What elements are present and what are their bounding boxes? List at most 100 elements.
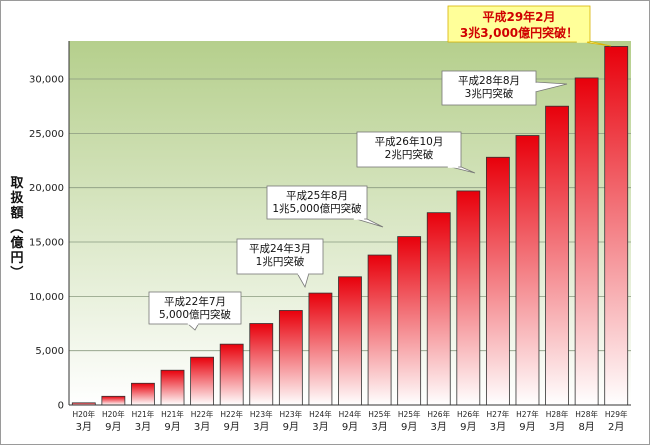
y-tick-label: 10,000: [29, 292, 64, 303]
x-tick-year: H24年: [309, 409, 332, 419]
x-tick-year: H25年: [368, 409, 391, 419]
x-tick-year: H26年: [457, 409, 480, 419]
x-tick-month: 9月: [283, 421, 299, 433]
bar: [545, 105, 569, 406]
x-tick-month: 9月: [105, 421, 121, 433]
x-tick-year: H21年: [132, 409, 155, 419]
bar: [456, 190, 481, 406]
y-axis-label-char: 円: [10, 251, 23, 266]
y-axis-label: 取扱額（ 億円）: [8, 176, 24, 279]
x-tick-year: H29年: [605, 409, 628, 419]
bar: [485, 156, 510, 406]
bar: [426, 212, 451, 406]
x-tick-year: H26年: [427, 409, 450, 419]
callout-text: 平成25年8月: [286, 189, 348, 202]
callout-box: [266, 185, 368, 220]
y-tick-label: 5,000: [35, 346, 64, 357]
x-tick-month: 9月: [342, 421, 358, 433]
bars: [71, 46, 629, 406]
y-axis-label-char: 扱: [10, 190, 24, 206]
x-tick-month: 3月: [76, 421, 92, 433]
callout-box: [356, 131, 462, 168]
x-tick-year: H21年: [161, 409, 184, 419]
bar: [131, 382, 155, 406]
x-tick-year: H20年: [72, 409, 95, 419]
callout-text: 1兆円突破: [256, 255, 305, 268]
x-tick-labels: H20年 3月 H20年 9月 H21年 3月 H21年 9月 H22年 3月 H22年 9月 H23年…: [72, 409, 628, 433]
bar: [397, 236, 422, 406]
callout-box: [148, 291, 242, 325]
annotations: 平成22年7月5,000億円突破平成24年3月1兆円突破平成25年8月1兆5,0…: [148, 5, 612, 331]
x-tick-year: H20年: [102, 409, 125, 419]
y-tick-label: 15,000: [29, 238, 64, 249]
y-tick-label: 20,000: [29, 183, 64, 194]
x-tick-month: 3月: [253, 421, 269, 433]
axes: [68, 41, 631, 406]
x-tick-year: H23年: [279, 409, 302, 419]
x-tick-month: 3月: [371, 421, 387, 433]
callout-text: 3兆円突破: [465, 87, 514, 100]
callout-text: 平成26年10月: [375, 135, 444, 148]
x-tick-year: H28年: [575, 409, 598, 419]
y-tick-labels: 0 5,000 10,000 15,000 20,000 25,000 30,000: [29, 75, 64, 412]
bar: [367, 254, 392, 406]
bar: [515, 135, 540, 406]
bar: [604, 46, 629, 406]
x-tick-month: 3月: [431, 421, 447, 433]
bar: [160, 369, 185, 406]
callout-box: [236, 238, 324, 275]
callout-text: 1兆5,000億円突破: [272, 202, 362, 215]
y-tick-label: 25,000: [29, 129, 64, 140]
x-tick-year: H25年: [398, 409, 421, 419]
y-axis-label-char: 額: [9, 205, 23, 221]
x-tick-month: 8月: [578, 421, 594, 433]
callout-text: 平成22年7月: [164, 295, 226, 308]
x-tick-year: H22年: [191, 409, 214, 419]
y-axis-label-char: 億: [10, 235, 23, 251]
callout-text: 5,000億円突破: [159, 308, 232, 321]
x-tick-year: H22年: [220, 409, 243, 419]
x-tick-year: H28年: [546, 409, 569, 419]
callout-text: 平成24年3月: [249, 242, 311, 255]
callout-text: 2兆円突破: [385, 148, 434, 161]
y-tick-label: 30,000: [29, 75, 64, 86]
bar: [338, 276, 362, 406]
x-tick-month: 9月: [164, 421, 180, 433]
callout-box: [447, 5, 591, 43]
x-tick-month: 3月: [490, 421, 506, 433]
callout-text: 平成29年2月: [482, 9, 555, 24]
callout-text: 平成28年8月: [458, 74, 520, 87]
bar: [308, 292, 333, 406]
bar: [278, 310, 303, 406]
bar: [249, 323, 274, 406]
callout-text: 3兆3,000億円突破！: [460, 25, 578, 40]
y-axis-label-char: （: [8, 220, 24, 233]
x-tick-year: H24年: [339, 409, 362, 419]
x-tick-year: H23年: [250, 409, 273, 419]
x-tick-month: 9月: [460, 421, 476, 433]
y-tick-label: 0: [58, 401, 64, 412]
callout-box: [441, 70, 537, 106]
x-tick-month: 3月: [312, 421, 328, 433]
bar: [101, 395, 126, 406]
x-tick-month: 3月: [194, 421, 210, 433]
x-tick-month: 3月: [549, 421, 565, 433]
bar: [190, 356, 215, 406]
x-tick-month: 9月: [519, 421, 535, 433]
y-axis-label-char: 取: [10, 176, 24, 191]
bar: [574, 77, 599, 406]
x-tick-year: H27年: [487, 409, 510, 419]
y-axis-label-char: ）: [8, 265, 24, 278]
bar: [219, 343, 244, 406]
x-tick-month: 2月: [608, 421, 624, 433]
x-tick-year: H27年: [516, 409, 539, 419]
x-tick-month: 3月: [135, 421, 151, 433]
